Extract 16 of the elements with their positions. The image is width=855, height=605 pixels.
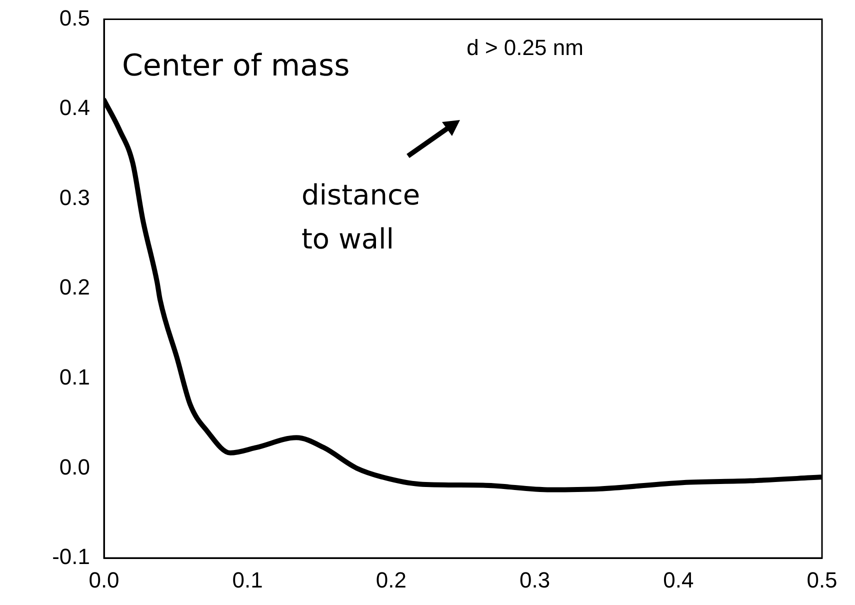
annotation: d > 0.25 nm <box>466 34 584 60</box>
y-tick-label: 0.2 <box>59 274 90 300</box>
y-tick-label: -0.1 <box>52 544 90 570</box>
y-tick-label: 0.1 <box>59 364 90 390</box>
annotation: Center of mass <box>122 48 350 84</box>
y-tick-label: 0.0 <box>59 454 90 480</box>
x-tick-label: 0.5 <box>806 567 838 592</box>
x-tick-label: 0.2 <box>376 567 406 592</box>
y-tick-label: 0.5 <box>59 5 90 30</box>
annotation: distance to wall <box>301 178 420 256</box>
x-tick-label: 0.0 <box>88 567 120 592</box>
y-tick-label: 0.3 <box>59 184 90 210</box>
y-tick-label: 0.4 <box>59 95 90 120</box>
x-tick-label: 0.1 <box>232 567 263 592</box>
x-tick-label: 0.3 <box>520 567 550 592</box>
x-tick-label: 0.4 <box>663 567 694 592</box>
